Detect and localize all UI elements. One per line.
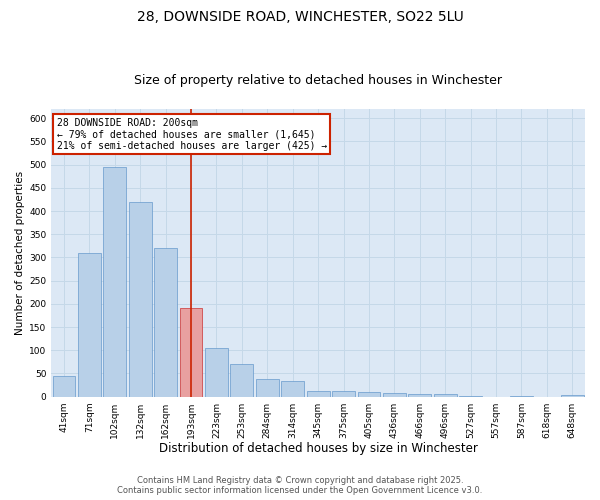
X-axis label: Distribution of detached houses by size in Winchester: Distribution of detached houses by size … (159, 442, 478, 455)
Text: 28 DOWNSIDE ROAD: 200sqm
← 79% of detached houses are smaller (1,645)
21% of sem: 28 DOWNSIDE ROAD: 200sqm ← 79% of detach… (56, 118, 327, 151)
Bar (332, 390, 355, 396)
Bar (383, 393, 406, 396)
Bar (281, 382, 304, 396)
Bar (358, 392, 380, 396)
Bar (205, 348, 228, 397)
Bar (103, 167, 126, 396)
Bar (179, 308, 202, 396)
Bar (78, 253, 101, 396)
Y-axis label: Number of detached properties: Number of detached properties (15, 170, 25, 335)
Bar (256, 379, 279, 396)
Bar (154, 248, 177, 396)
Bar (53, 376, 76, 396)
Bar (230, 364, 253, 396)
Bar (129, 202, 152, 396)
Bar (409, 394, 431, 396)
Text: 28, DOWNSIDE ROAD, WINCHESTER, SO22 5LU: 28, DOWNSIDE ROAD, WINCHESTER, SO22 5LU (137, 10, 463, 24)
Bar (561, 395, 584, 396)
Text: Contains HM Land Registry data © Crown copyright and database right 2025.
Contai: Contains HM Land Registry data © Crown c… (118, 476, 482, 495)
Title: Size of property relative to detached houses in Winchester: Size of property relative to detached ho… (134, 74, 502, 87)
Bar (434, 394, 457, 396)
Bar (307, 390, 329, 396)
